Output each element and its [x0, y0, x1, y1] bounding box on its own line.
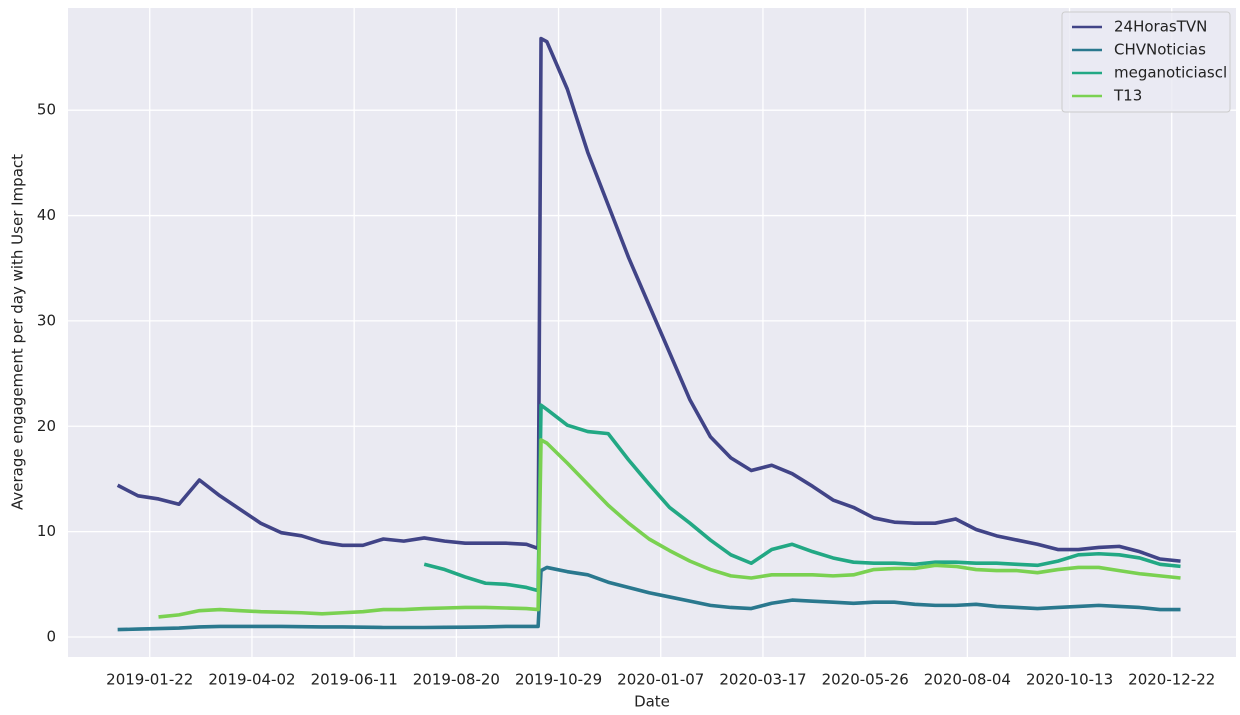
- legend-box: [1061, 11, 1231, 113]
- series-line: [158, 438, 1181, 619]
- x-tick-label: 2020-08-04: [924, 671, 1011, 689]
- y-tick-label: 20: [37, 417, 56, 435]
- legend-label: CHVNoticias: [1114, 41, 1206, 59]
- y-tick-label: 0: [46, 627, 56, 645]
- x-tick-label: 2019-04-02: [208, 671, 295, 689]
- legend-label: T13: [1113, 87, 1142, 105]
- x-tick-label: 2020-12-22: [1128, 671, 1215, 689]
- y-tick-label: 30: [37, 311, 56, 329]
- x-tick-label: 2019-10-29: [515, 671, 602, 689]
- plot-area: [68, 8, 1236, 657]
- x-tick-label: 2019-08-20: [413, 671, 500, 689]
- series-line: [117, 565, 1181, 632]
- y-axis-label: Average engagement per day with User Imp…: [9, 154, 27, 510]
- legend-label: meganoticiascl: [1114, 64, 1227, 82]
- x-tick-label: 2020-05-26: [822, 671, 909, 689]
- y-tick-label: 10: [37, 522, 56, 540]
- x-tick-label: 2020-01-07: [617, 671, 704, 689]
- legend-label: 24HorasTVN: [1114, 18, 1207, 36]
- y-tick-label: 40: [37, 206, 56, 224]
- x-tick-label: 2019-01-22: [106, 671, 193, 689]
- x-tick-label: 2020-10-13: [1026, 671, 1113, 689]
- x-tick-label: 2020-03-17: [719, 671, 806, 689]
- series-line: [116, 36, 1181, 563]
- x-axis-label: Date: [634, 693, 670, 711]
- legend: 24HorasTVN CHVNoticias meganoticiascl T13: [1061, 11, 1231, 113]
- y-tick-label: 50: [37, 101, 56, 119]
- x-tick-label: 2019-06-11: [311, 671, 398, 689]
